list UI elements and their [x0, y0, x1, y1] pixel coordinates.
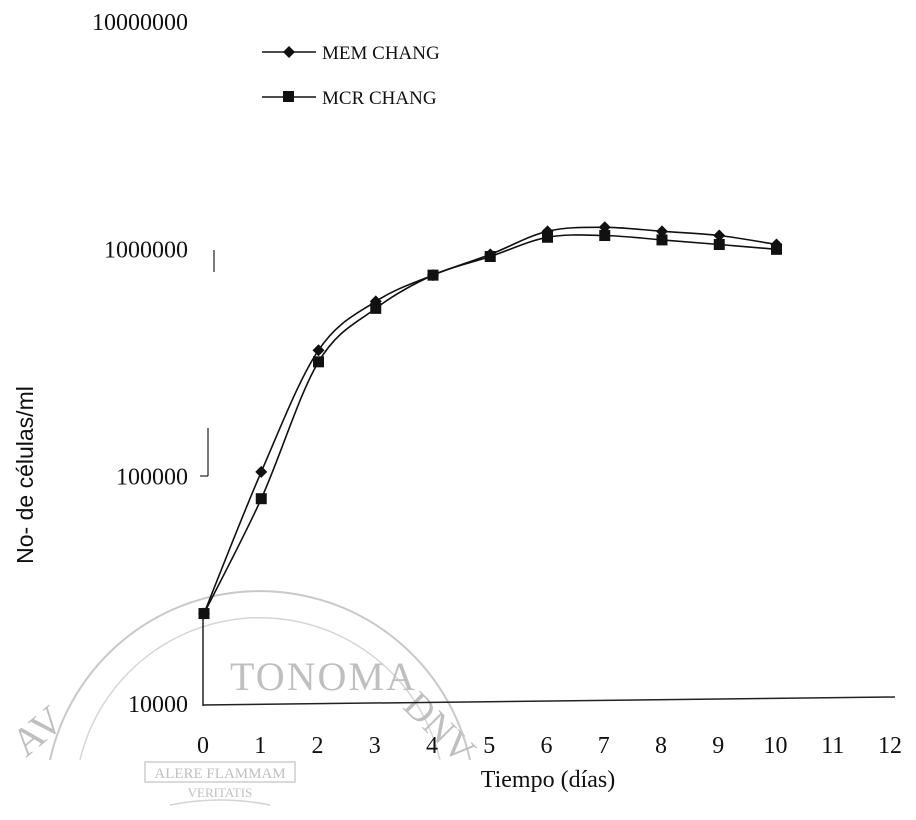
x-tick-label-3: 3	[369, 733, 381, 759]
series-line-mem-chang	[203, 226, 777, 614]
legend-label-mcr: MCR CHANG	[322, 88, 437, 109]
watermark-left-letters: AV	[3, 697, 72, 765]
point-mcr-chang-x0	[198, 608, 210, 620]
x-tick-label-12: 12	[878, 733, 902, 759]
y-tick-label-100000: 100000	[116, 465, 188, 491]
y-tick-label-10000: 10000	[128, 692, 188, 718]
x-tick-label-0: 0	[197, 733, 209, 759]
axes	[200, 250, 896, 706]
x-axis-title: Tiempo (días)	[481, 767, 615, 793]
point-mcr-chang-x4	[427, 269, 439, 281]
x-tick-label-4: 4	[426, 733, 438, 759]
series-line-mcr-chang	[203, 234, 777, 614]
x-tick-label-9: 9	[712, 733, 724, 759]
series-mem-chang	[198, 221, 783, 620]
x-tick-label-2: 2	[312, 733, 324, 759]
legend-marker-mem-diamond	[283, 46, 295, 58]
watermark-top-text: TONOMA	[230, 654, 417, 699]
point-mcr-chang-x9	[713, 239, 725, 251]
y-axis-title: No- de células/ml	[12, 386, 38, 564]
seal-watermark: TONOMA AV DNV ALERE FLAMMAM VERITATIS	[3, 590, 483, 806]
x-tick-labels: 0 1 2 3 4 5 6 7 8 9 10 11 12	[197, 733, 902, 759]
x-tick-label-5: 5	[483, 733, 495, 759]
watermark-banner: ALERE FLAMMAM	[154, 766, 285, 782]
legend-label-mem: MEM CHANG	[322, 43, 440, 64]
point-mcr-chang-x1	[255, 493, 267, 505]
x-tick-label-1: 1	[254, 733, 266, 759]
y-tick-labels: 10000 100000 1000000 10000000	[92, 10, 188, 718]
point-mem-chang-x2	[312, 344, 325, 357]
y-tick-label-1000000: 1000000	[104, 237, 188, 263]
point-mcr-chang-x8	[656, 234, 668, 246]
x-axis-line	[202, 696, 896, 706]
series-mcr-chang	[198, 230, 782, 620]
point-mcr-chang-x2	[313, 356, 324, 368]
x-tick-label-7: 7	[598, 733, 610, 759]
point-mcr-chang-x6	[542, 231, 553, 243]
point-mcr-chang-x3	[370, 302, 382, 314]
x-tick-label-8: 8	[655, 733, 667, 759]
x-tick-label-10: 10	[764, 733, 788, 759]
y-tick-label-10000000: 10000000	[92, 10, 188, 36]
point-mcr-chang-x5	[484, 250, 496, 262]
point-mem-chang-x8	[656, 225, 668, 238]
point-mem-chang-x9	[713, 229, 726, 242]
point-mcr-chang-x10	[771, 243, 782, 255]
x-tick-label-11: 11	[821, 733, 844, 759]
point-mem-chang-x1	[255, 465, 268, 478]
x-tick-label-6: 6	[541, 733, 553, 759]
watermark-motto: VERITATIS	[188, 785, 253, 800]
series-layer	[198, 221, 783, 620]
point-mcr-chang-x7	[599, 230, 611, 242]
legend: MEM CHANG MCR CHANG	[262, 43, 440, 109]
legend-marker-mcr-square	[283, 91, 294, 102]
